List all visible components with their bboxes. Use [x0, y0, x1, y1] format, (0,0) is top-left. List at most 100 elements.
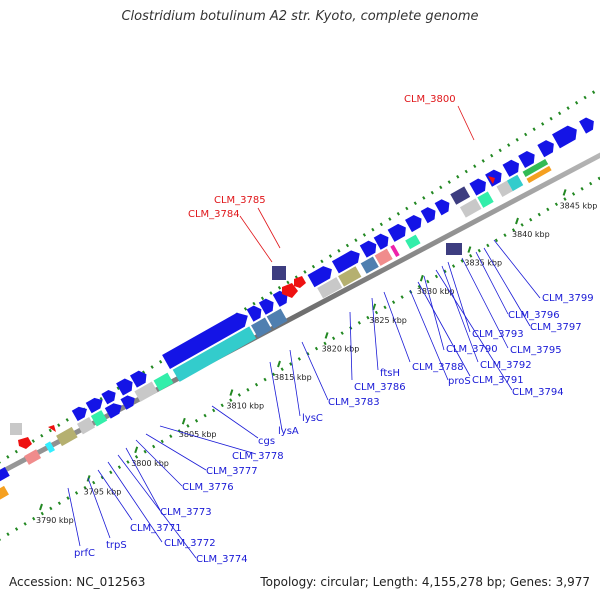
gene-feature[interactable] — [420, 205, 439, 224]
gene-feature[interactable] — [251, 317, 272, 338]
gene-label[interactable]: lysA — [278, 426, 299, 437]
gene-label[interactable]: CLM_3791 — [472, 375, 524, 386]
gene-feature[interactable] — [446, 243, 462, 255]
gene-label[interactable]: CLM_3793 — [472, 329, 524, 340]
gene-feature[interactable] — [71, 404, 90, 422]
gene-label[interactable]: CLM_3773 — [160, 507, 212, 518]
forward-genes — [0, 158, 552, 483]
gene-label[interactable]: CLM_3772 — [164, 538, 216, 549]
gene-feature[interactable] — [44, 441, 56, 454]
gene-feature[interactable] — [469, 176, 489, 196]
gene-label[interactable]: CLM_3785 — [214, 195, 266, 206]
gene-label[interactable]: CLM_3799 — [542, 293, 594, 304]
gene-label[interactable]: CLM_3774 — [196, 554, 248, 565]
gene-feature[interactable] — [116, 376, 136, 396]
gene-feature[interactable] — [76, 416, 96, 435]
gene-label[interactable]: CLM_3796 — [508, 310, 560, 321]
gene-label[interactable]: CLM_3795 — [510, 345, 562, 356]
gene-label[interactable]: lysC — [302, 413, 323, 424]
gene-feature[interactable] — [101, 388, 118, 405]
inner-dot-track — [0, 176, 600, 541]
ruler-tick-label: 3800 kbp — [131, 459, 169, 468]
gene-feature[interactable] — [506, 174, 524, 192]
gene-label[interactable]: CLM_3786 — [354, 382, 406, 393]
gene-feature[interactable] — [459, 198, 482, 218]
tick-layer: 3790 kbp 3795 kbp 3800 kbp 3805 kbp 3810 kbp… — [36, 189, 597, 525]
gene-feature[interactable] — [153, 372, 174, 391]
gene-feature[interactable] — [477, 191, 494, 208]
ruler-tick — [515, 217, 519, 225]
gene-feature[interactable] — [488, 176, 495, 184]
gene-feature[interactable] — [307, 263, 336, 288]
gene-label[interactable]: CLM_3783 — [328, 397, 380, 408]
gene-feature[interactable] — [405, 234, 421, 250]
gene-feature[interactable] — [104, 400, 125, 419]
gene-feature[interactable] — [10, 423, 22, 435]
gene-feature[interactable] — [317, 277, 343, 299]
gene-feature[interactable] — [272, 288, 291, 307]
gene-label[interactable]: trpS — [106, 540, 127, 551]
gene-label[interactable]: CLM_3778 — [232, 451, 284, 462]
ruler-tick-label: 3820 kbp — [322, 344, 360, 353]
gene-feature[interactable] — [518, 148, 538, 169]
gene-label[interactable]: ftsH — [380, 368, 400, 379]
gene-feature[interactable] — [405, 212, 425, 233]
gene-label[interactable]: CLM_3784 — [188, 209, 240, 220]
gene-label[interactable]: CLM_3788 — [412, 362, 464, 373]
gene-label[interactable]: CLM_3790 — [446, 344, 498, 355]
gene-label[interactable]: CLM_3777 — [206, 466, 258, 477]
ruler-tick — [134, 446, 139, 454]
ruler-tick-label: 3840 kbp — [512, 230, 550, 239]
gene-feature[interactable] — [450, 186, 471, 205]
gene-feature[interactable] — [502, 157, 523, 177]
gene-feature[interactable] — [522, 158, 549, 177]
gene-feature[interactable] — [90, 410, 108, 427]
gene-label[interactable]: CLM_3800 — [404, 94, 456, 105]
gene-feature[interactable] — [48, 425, 56, 432]
gene-feature[interactable] — [331, 247, 363, 274]
gene-label[interactable]: CLM_3776 — [182, 482, 234, 493]
gene-feature[interactable] — [390, 244, 400, 258]
gene-feature[interactable] — [18, 437, 32, 449]
gene-label[interactable]: CLM_3794 — [512, 387, 564, 398]
gene-feature[interactable] — [134, 381, 158, 402]
gene-feature[interactable] — [338, 266, 362, 287]
gene-feature[interactable] — [0, 466, 10, 483]
ruler-tick — [181, 417, 186, 425]
gene-feature[interactable] — [294, 276, 306, 288]
gene-feature[interactable] — [266, 308, 288, 329]
gene-feature[interactable] — [374, 248, 393, 266]
gene-feature[interactable] — [258, 296, 277, 315]
gene-feature[interactable] — [120, 393, 137, 410]
gene-feature[interactable] — [387, 221, 410, 242]
gene-feature[interactable] — [0, 485, 9, 502]
gene-label[interactable]: cgs — [258, 436, 275, 447]
gene-feature[interactable] — [373, 231, 392, 250]
gene-feature[interactable] — [282, 283, 298, 298]
gene-feature[interactable] — [85, 395, 106, 414]
gene-feature[interactable] — [130, 368, 150, 388]
gene-feature[interactable] — [23, 449, 42, 465]
gene-label[interactable]: proS — [448, 376, 471, 387]
gene-feature[interactable] — [162, 309, 252, 369]
gene-label[interactable]: CLM_3797 — [530, 322, 582, 333]
gene-feature[interactable] — [172, 326, 257, 382]
gene-feature[interactable] — [579, 115, 597, 134]
gene-feature[interactable] — [360, 256, 379, 274]
gene-feature[interactable] — [496, 180, 513, 197]
ruler-tick-label: 3790 kbp — [36, 516, 74, 525]
gene-feature[interactable] — [359, 238, 380, 258]
map-title: Clostridium botulinum A2 str. Kyoto, com… — [121, 9, 479, 24]
gene-feature[interactable] — [272, 266, 286, 280]
gene-label[interactable]: CLM_3792 — [480, 360, 532, 371]
gene-label[interactable]: prfC — [74, 548, 95, 559]
gene-feature[interactable] — [537, 138, 557, 158]
gene-feature[interactable] — [526, 165, 552, 184]
gene-feature[interactable] — [246, 303, 265, 322]
gene-feature[interactable] — [434, 197, 453, 216]
gene-feature[interactable] — [56, 426, 78, 447]
gene-label[interactable]: CLM_3771 — [130, 523, 182, 534]
gene-feature[interactable] — [552, 123, 581, 149]
ruler-tick — [419, 274, 424, 282]
